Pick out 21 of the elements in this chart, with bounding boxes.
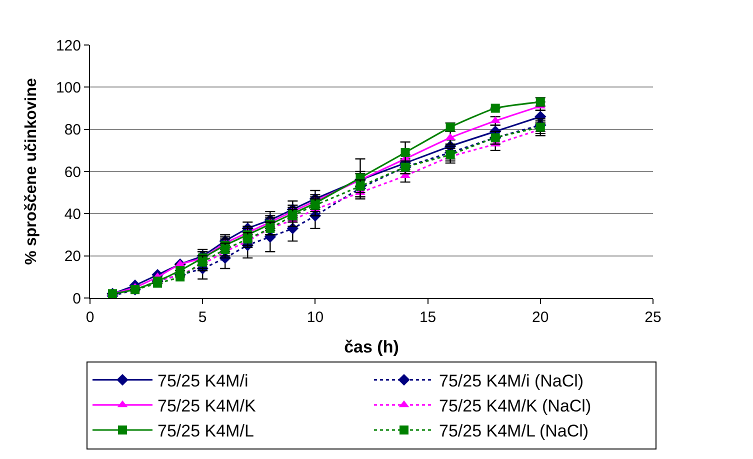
legend-label: 75/25 K4M/L (NaCl) <box>439 422 589 441</box>
y-tick-label: 40 <box>64 206 81 223</box>
y-tick-label: 0 <box>72 290 81 308</box>
x-tick-label: 25 <box>644 309 662 326</box>
legend-label: 75/25 K4M/L <box>158 422 254 441</box>
y-axis-title: % sproščene učinkovine <box>22 78 40 265</box>
legend-label: 75/25 K4M/i <box>158 371 248 390</box>
x-tick-label: 0 <box>86 309 94 326</box>
x-tick-label: 10 <box>306 309 324 326</box>
x-tick-label: 20 <box>532 309 549 326</box>
y-tick-label: 80 <box>64 122 81 139</box>
x-tick-label: 5 <box>198 309 207 326</box>
y-tick-label: 120 <box>56 37 81 54</box>
legend-label: 75/25 K4M/K (NaCl) <box>439 396 592 416</box>
legend-label: 75/25 K4M/i (NaCl) <box>439 371 584 390</box>
legend-label: 75/25 K4M/K <box>158 396 256 416</box>
y-tick-label: 100 <box>56 79 81 96</box>
y-tick-label: 20 <box>64 248 81 266</box>
x-axis-title: čas (h) <box>344 337 399 356</box>
x-tick-label: 15 <box>419 309 436 326</box>
y-tick-label: 60 <box>64 164 81 181</box>
